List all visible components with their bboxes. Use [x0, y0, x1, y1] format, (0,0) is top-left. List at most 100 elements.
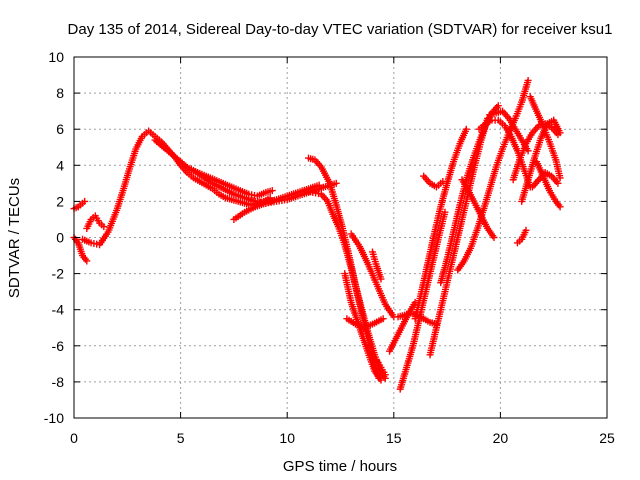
data-point-fill: [204, 182, 214, 192]
data-point-fill: [508, 135, 520, 153]
data-series: [533, 158, 564, 211]
data-point: [83, 257, 91, 265]
x-tick-label: 0: [70, 430, 78, 446]
data-point-fill: [264, 187, 274, 196]
data-point-fill: [459, 191, 472, 221]
data-point-fill: [486, 165, 499, 191]
data-point-fill: [424, 232, 438, 264]
data-series: [70, 234, 91, 265]
data-point-fill: [313, 158, 324, 169]
data-point-fill: [428, 181, 438, 190]
data-series: [300, 187, 383, 382]
data-point-fill: [329, 210, 341, 229]
data-point-fill: [90, 240, 101, 248]
data-point: [379, 315, 387, 323]
data-point-fill: [333, 203, 346, 230]
data-point-fill: [403, 344, 416, 369]
data-series: [396, 208, 449, 393]
data-point-fill: [198, 179, 208, 188]
y-tick-label: 6: [56, 121, 64, 137]
y-tick-label: 8: [56, 85, 64, 101]
data-point: [100, 223, 108, 231]
data-point: [439, 178, 447, 186]
data-point-fill: [450, 203, 463, 234]
data-series: [526, 93, 564, 182]
data-point-fill: [478, 214, 490, 230]
data-point-fill: [356, 326, 371, 355]
data-point-fill: [506, 117, 518, 131]
data-series: [420, 172, 447, 191]
data-point-fill: [185, 170, 195, 180]
data-point-fill: [71, 235, 81, 245]
y-tick-label: 2: [56, 193, 64, 209]
y-tick-label: 0: [56, 230, 64, 246]
data-point-fill: [416, 290, 429, 320]
data-point-fill: [238, 188, 251, 197]
data-series: [486, 107, 532, 155]
data-series: [347, 230, 398, 321]
data-point-fill: [224, 194, 234, 203]
data-point-fill: [540, 124, 552, 143]
data-point-fill: [545, 117, 556, 127]
data-point-fill: [530, 178, 541, 189]
data-point-fill: [418, 261, 431, 293]
data-point-fill: [285, 193, 300, 203]
data-point-fill: [372, 369, 384, 382]
y-axis-label: SDTVAR / TECUs: [6, 178, 23, 298]
data-point: [490, 234, 498, 241]
data-point-fill: [410, 317, 423, 347]
y-tick-label: -2: [52, 266, 65, 282]
data-point-fill: [546, 140, 559, 162]
data-point-fill: [439, 272, 453, 302]
data-point-fill: [357, 245, 371, 267]
data-point-fill: [437, 257, 450, 284]
data-point-fill: [319, 192, 330, 204]
data-point: [554, 179, 562, 187]
data-point-fill: [446, 245, 459, 275]
data-point-fill: [256, 189, 268, 199]
data-point-fill: [84, 218, 94, 230]
data-point-fill: [232, 210, 246, 222]
data-series: [458, 176, 498, 241]
data-point-fill: [488, 110, 498, 118]
data-point-fill: [383, 302, 396, 319]
data-point-fill: [551, 118, 563, 135]
data-point-fill: [553, 199, 563, 209]
data-point-fill: [362, 321, 374, 331]
data-point-fill: [75, 241, 86, 257]
data-point-fill: [349, 232, 362, 248]
data-point: [556, 174, 564, 182]
data-point: [524, 76, 532, 84]
data-point-fill: [530, 123, 541, 135]
data-point: [556, 203, 564, 211]
data-point-fill: [523, 131, 535, 145]
data-point-fill: [484, 117, 494, 127]
data-point-fill: [275, 193, 289, 203]
data-point-fill: [200, 174, 214, 186]
data-point-fill: [126, 147, 139, 171]
data-point-fill: [161, 145, 174, 157]
data-point-fill: [236, 198, 246, 207]
y-tick-label: -8: [52, 374, 65, 390]
data-point-fill: [221, 186, 236, 197]
data-series: [70, 197, 89, 213]
data-point-fill: [221, 180, 234, 190]
data-point-fill: [303, 187, 314, 196]
data-point-fill: [254, 198, 267, 207]
data-point-fill: [518, 178, 531, 203]
data-point-fill: [500, 109, 511, 121]
data-point: [556, 129, 564, 137]
data-point-fill: [328, 180, 338, 189]
data-point-fill: [459, 178, 471, 192]
data-point-fill: [467, 229, 480, 250]
data-point-fill: [547, 189, 559, 203]
data-point-fill: [170, 152, 183, 164]
data-point-fill: [397, 366, 410, 391]
data-point-fill: [378, 366, 388, 376]
data-point: [377, 376, 385, 384]
data-point-fill: [243, 200, 253, 208]
y-tick-label: 4: [56, 157, 64, 173]
data-point-fill: [435, 179, 445, 189]
data-point-fill: [243, 204, 257, 215]
